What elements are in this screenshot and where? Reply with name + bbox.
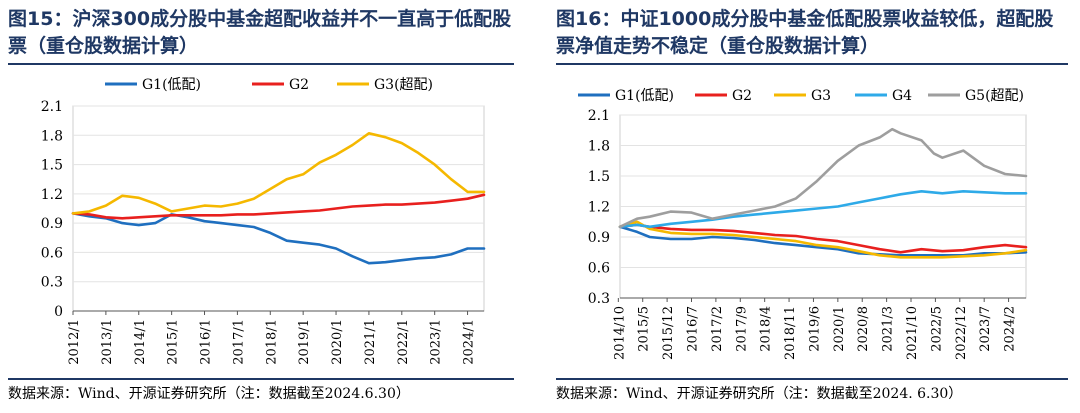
x-tick-label: 2023/1 — [429, 319, 444, 365]
figure-16: 图16：中证1000成分股中基金低配股票收益较低，超配股票净值走势不稳定（重仓股… — [548, 0, 1080, 413]
x-tick-label: 2019/1 — [297, 319, 312, 365]
series-line — [71, 212, 486, 265]
x-tick-label: 2022/5 — [929, 306, 944, 352]
source-rule — [8, 378, 514, 380]
x-tick-label: 2014/10 — [612, 306, 627, 360]
source-rule — [556, 378, 1068, 380]
legend-label: G2 — [732, 88, 752, 104]
series-line — [618, 190, 1028, 229]
x-tick-label: 2017/2 — [710, 306, 725, 352]
x-tick-label: 2020/8 — [856, 306, 871, 352]
x-tick-label: 2017/1 — [231, 319, 246, 365]
source-note: 数据来源：Wind、开源证券研究所（注：数据截至2024. 6.30） — [556, 386, 963, 402]
title-rule — [556, 63, 1068, 65]
x-tick-label: 2019/6 — [807, 306, 822, 352]
x-tick-label: 2022/1 — [396, 319, 411, 365]
series-line — [618, 127, 1028, 229]
title-rule — [8, 63, 514, 65]
plot-frame — [72, 105, 485, 312]
figure-title: 图15：沪深300成分股中基金超配收益并不一直高于低配股票（重仓股数据计算） — [8, 8, 512, 57]
line-chart-16: 0.3 0.6 0.9 1.2 1.5 1.8 2.1 2014/10 2015/5 2015/1… — [578, 88, 1028, 360]
y-tick-label: 1.8 — [41, 128, 63, 144]
y-tick-label: 0.9 — [588, 230, 610, 246]
x-tick-label: 2022/12 — [954, 306, 969, 360]
x-tick-label: 2014/1 — [133, 319, 148, 365]
x-tick-label: 2016/1 — [199, 319, 214, 365]
x-tick-label: 2018/4 — [759, 306, 774, 352]
figure-15: 图15：沪深300成分股中基金超配收益并不一直高于低配股票（重仓股数据计算） 0… — [0, 0, 530, 413]
series-line — [618, 223, 1028, 254]
series-line — [71, 193, 486, 220]
series-line — [71, 132, 486, 215]
x-tick-label: 2024/1 — [462, 319, 477, 365]
y-tick-label: 1.2 — [41, 187, 63, 203]
x-tick-label: 2016/7 — [685, 306, 700, 352]
legend-label: G1(低配) — [615, 88, 674, 104]
y-tick-label: 0.6 — [41, 245, 63, 261]
x-tick-label: 2012/1 — [67, 319, 82, 365]
figure-title: 图16：中证1000成分股中基金低配股票收益较低，超配股票净值走势不稳定（重仓股… — [556, 8, 1054, 57]
series-line — [618, 225, 1028, 257]
x-tick-label: 2021/3 — [881, 306, 896, 352]
y-tick-label: 1.5 — [41, 158, 63, 174]
x-tick-label: 2021/1 — [363, 319, 378, 365]
y-tick-label: 2.1 — [588, 108, 610, 124]
y-tick-label: 0 — [54, 304, 63, 320]
y-tick-label: 0.3 — [588, 291, 610, 307]
y-tick-label: 0.9 — [41, 216, 63, 232]
line-chart-15: 0 0.3 0.6 0.9 1.2 1.5 1.8 2.1 2012/1 2013/1 2014/1… — [41, 77, 486, 365]
legend-label: G3 — [811, 88, 831, 104]
y-tick-label: 1.5 — [588, 169, 610, 185]
x-tick-label: 2018/1 — [264, 319, 279, 365]
legend-label: G4 — [892, 88, 912, 104]
y-tick-label: 0.3 — [41, 275, 63, 291]
series-line — [618, 220, 1028, 259]
x-tick-label: 2013/1 — [100, 319, 115, 365]
y-tick-label: 1.2 — [588, 200, 610, 216]
y-tick-label: 0.6 — [588, 261, 610, 277]
x-tick-label: 2023/7 — [978, 306, 993, 352]
y-tick-label: 2.1 — [41, 99, 63, 115]
x-tick-label: 2015/5 — [637, 306, 652, 352]
x-tick-label: 2024/2 — [1003, 306, 1018, 352]
y-tick-label: 1.8 — [588, 139, 610, 155]
x-tick-label: 2015/12 — [661, 306, 676, 360]
legend-label: G5(超配) — [965, 88, 1024, 104]
x-tick-label: 2017/9 — [734, 306, 749, 352]
source-note: 数据来源：Wind、开源证券研究所（注：数据截至2024.6.30） — [8, 386, 410, 402]
legend-label: G2 — [289, 77, 309, 93]
legend: G1(低配) G2 G3(超配) — [105, 77, 433, 93]
x-tick-label: 2020/1 — [832, 306, 847, 352]
x-tick-label: 2020/1 — [330, 319, 345, 365]
legend: G1(低配) G2 G3 G4 G5(超配) — [578, 88, 1024, 104]
x-tick-label: 2015/1 — [166, 319, 181, 365]
legend-label: G3(超配) — [374, 77, 433, 93]
legend-label: G1(低配) — [142, 77, 201, 93]
x-tick-label: 2021/10 — [905, 306, 920, 360]
x-tick-label: 2018/11 — [783, 306, 798, 360]
